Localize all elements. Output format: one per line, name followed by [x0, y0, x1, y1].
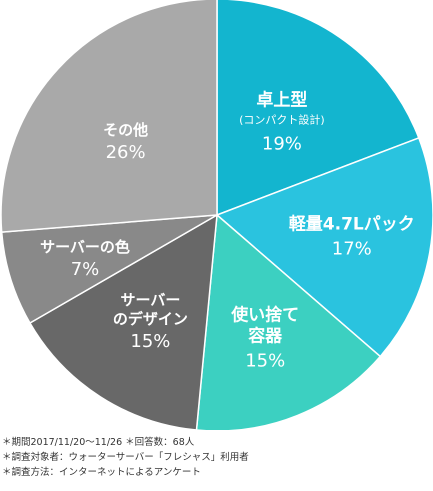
- slice-value-2: 15%: [245, 350, 285, 371]
- note-method: ＊調査方法：インターネットによるアンケート: [2, 467, 201, 478]
- note-target: ＊調査対象者：ウォーターサーバー「フレシャス」利用者: [2, 452, 249, 463]
- slice-sublabel-0: (コンパクト設計): [239, 113, 325, 127]
- slice-label-2-0: 使い捨て: [230, 304, 299, 325]
- slice-value-3: 15%: [130, 331, 170, 352]
- slice-value-1: 17%: [332, 238, 372, 259]
- slice-label-3-1: のデザイン: [113, 310, 188, 328]
- slice-label-1-0: 軽量4.7Lパック: [289, 213, 415, 234]
- slice-label-2-1: 容器: [248, 325, 283, 346]
- slice-label-4-0: サーバーの色: [40, 238, 130, 256]
- slice-label-0-0: 卓上型: [256, 90, 307, 111]
- pie-slice-5: [0, 0, 218, 233]
- slice-value-4: 7%: [71, 259, 100, 280]
- slice-label-5-0: その他: [103, 121, 148, 139]
- slice-value-5: 26%: [106, 142, 146, 163]
- survey-notes: ＊期間2017/11/20～11/26 ＊回答数：68人 ＊調査対象者：ウォータ…: [2, 435, 432, 480]
- slice-label-3-0: サーバー: [120, 291, 180, 309]
- pie-slice-2: [195, 213, 382, 430]
- pie-slice-1: [215, 136, 433, 358]
- slice-value-0: 19%: [262, 134, 302, 155]
- pie-slice-3: [28, 213, 218, 430]
- note-period: ＊期間2017/11/20～11/26 ＊回答数：68人: [2, 437, 195, 448]
- pie-slice-0: [216, 0, 420, 217]
